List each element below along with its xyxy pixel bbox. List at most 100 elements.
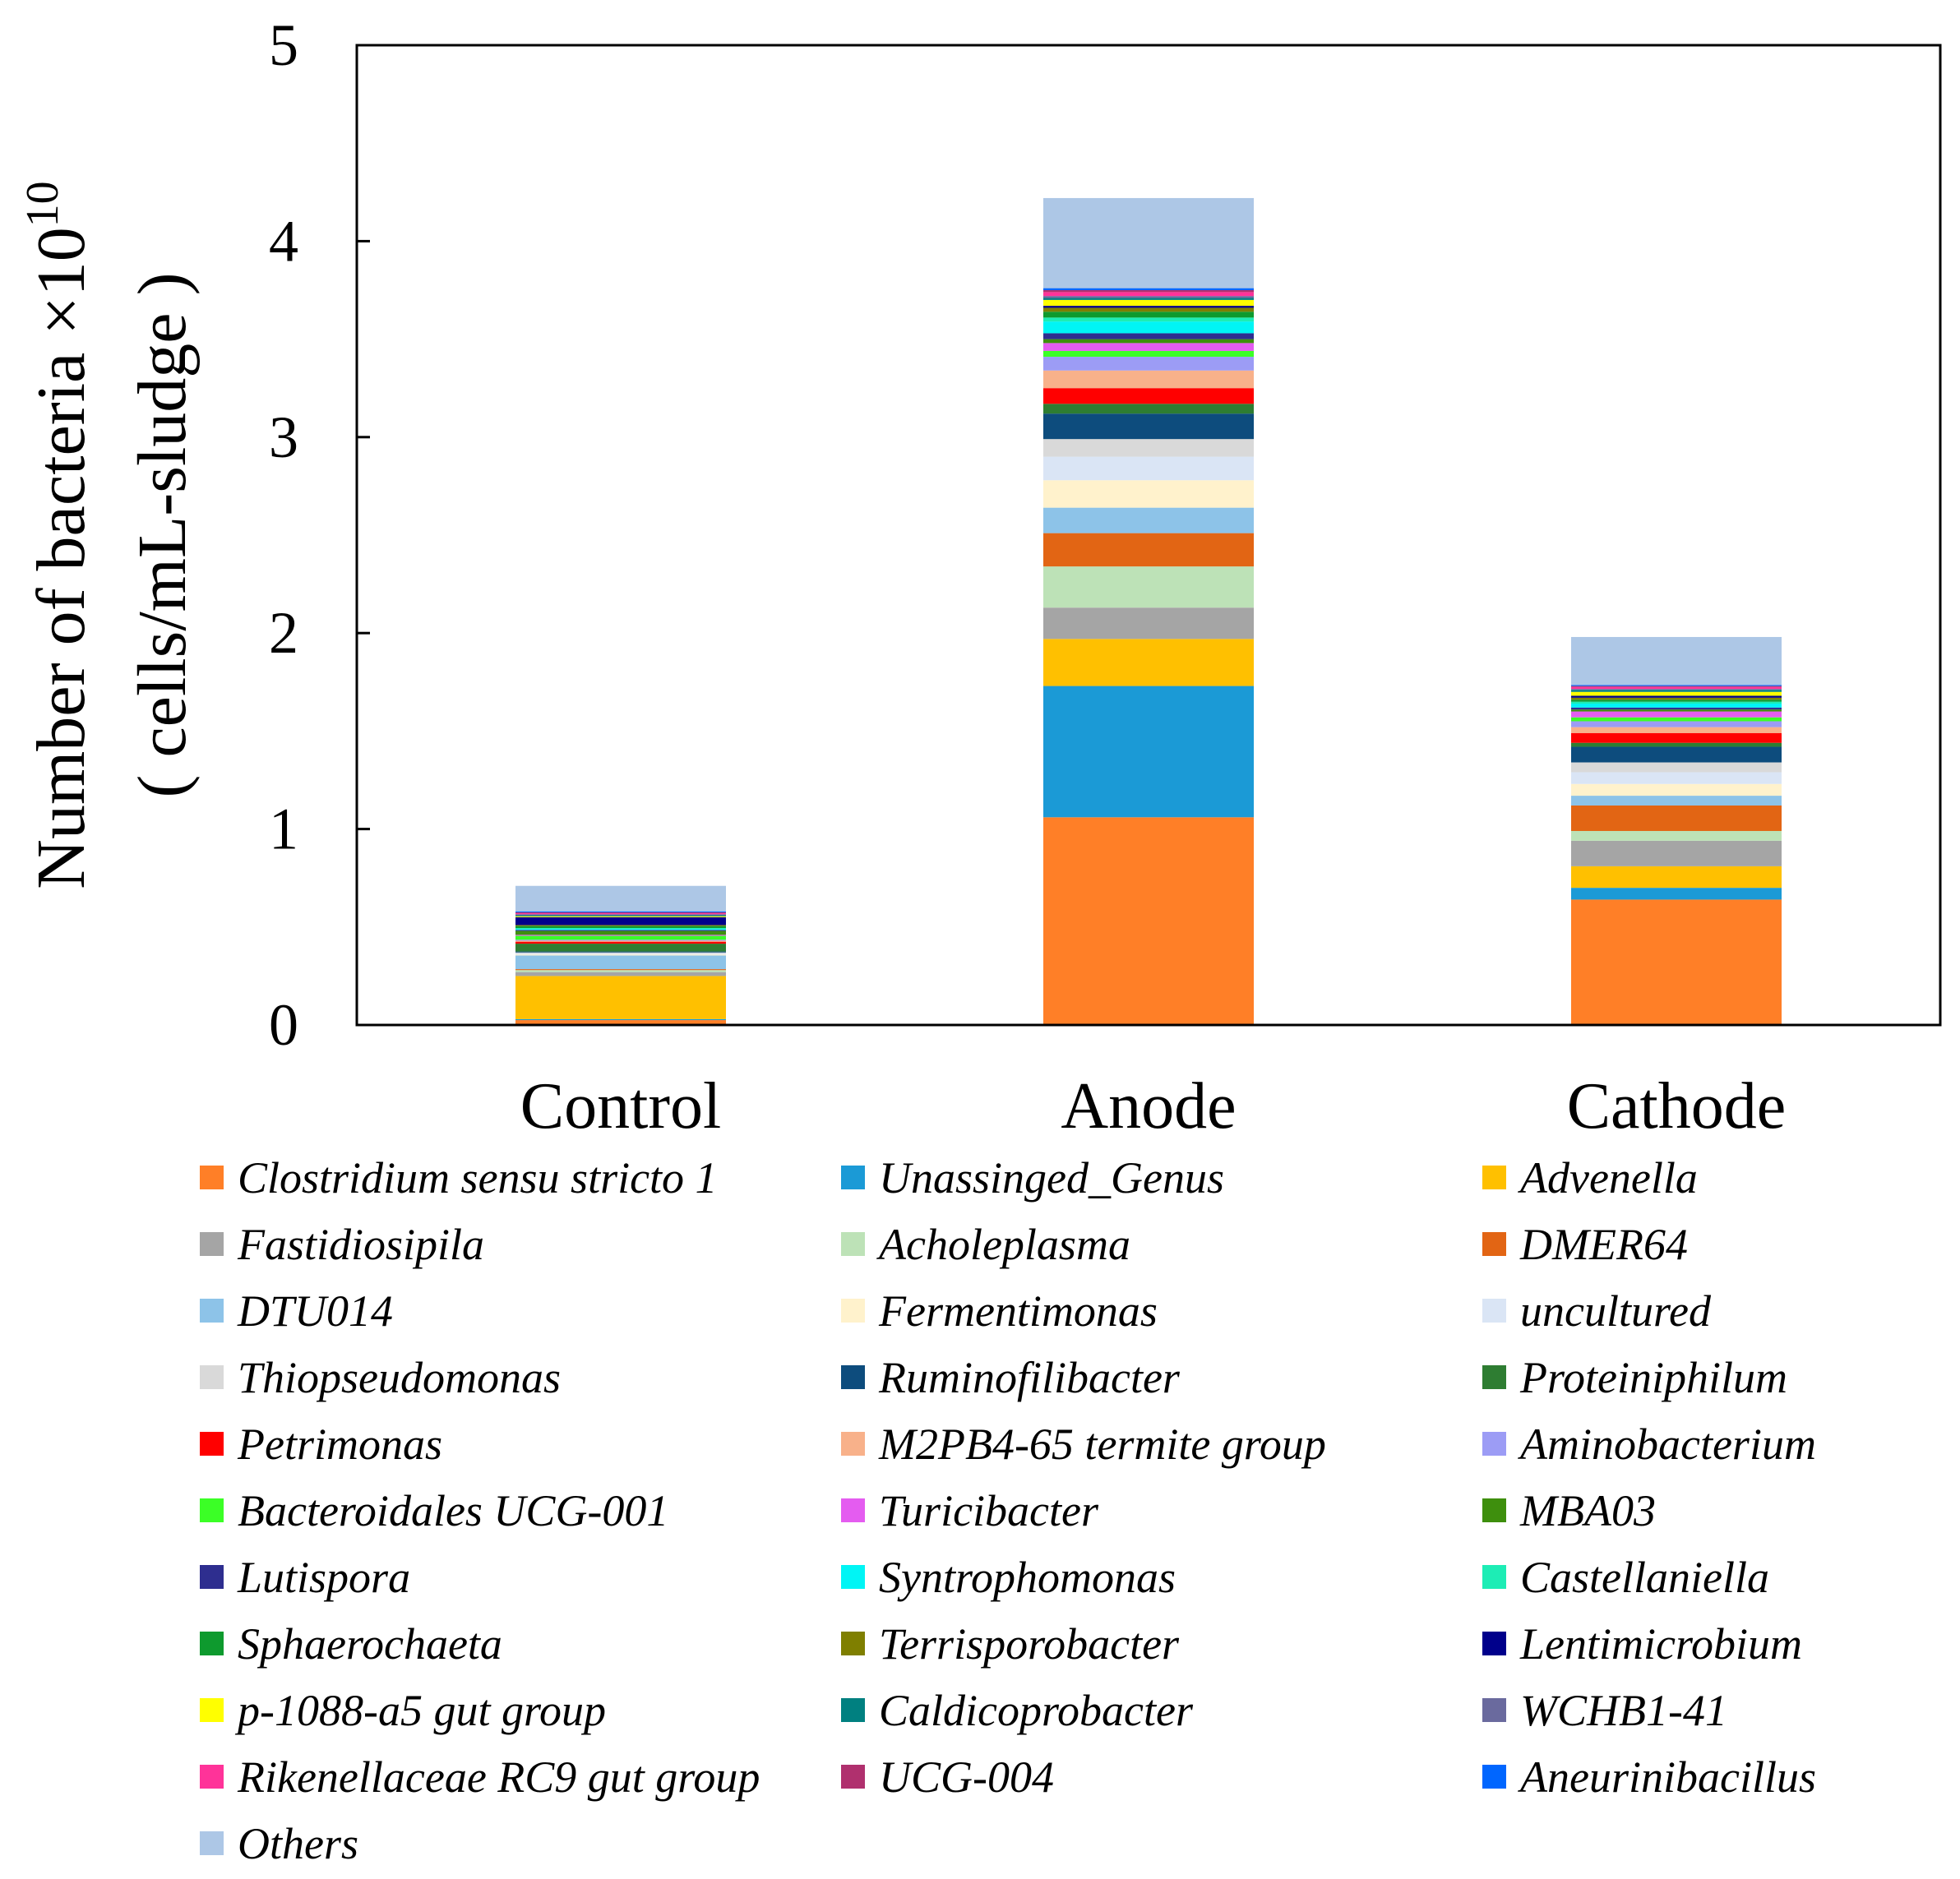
bar-segment-control-clostridium-sensu-stricto-1 (515, 1020, 726, 1025)
bar-segment-anode-lutispora (1043, 333, 1254, 339)
legend-swatch-advenella (1482, 1166, 1506, 1189)
legend-label-aneurinibacillus: Aneurinibacillus (1518, 1752, 1816, 1802)
bar-segment-anode-bacteroidales-ucg-001 (1043, 350, 1254, 358)
bar-segment-anode-fermentimonas (1043, 480, 1254, 508)
legend-item-lutispora: Lutispora (200, 1553, 410, 1602)
legend-swatch-ucg-004 (841, 1765, 865, 1789)
y-tick-label-0: 0 (269, 992, 298, 1058)
legend-item-sphaerochaeta: Sphaerochaeta (200, 1619, 502, 1669)
bar-segment-cathode-m2pb4-65-termite-group (1571, 727, 1782, 733)
bar-segment-cathode-dtu014 (1571, 796, 1782, 806)
bar-segment-cathode-ruminofilibacter (1571, 746, 1782, 763)
legend-item-acholeplasma: Acholeplasma (841, 1220, 1130, 1269)
legend-label-turicibacter: Turicibacter (879, 1486, 1099, 1535)
bar-segment-cathode-castellaniella (1571, 701, 1782, 704)
bar-segment-control-dtu014 (515, 955, 726, 970)
legend-item-terrisporobacter: Terrisporobacter (841, 1619, 1180, 1669)
legend-swatch-lentimicrobium (1482, 1632, 1506, 1655)
legend-swatch-turicibacter (841, 1498, 865, 1522)
bar-segment-cathode-lentimicrobium (1571, 695, 1782, 698)
bar-segment-anode-unassinged-genus (1043, 686, 1254, 818)
legend-item-fastidiosipila: Fastidiosipila (200, 1220, 484, 1269)
bar-segment-control-proteiniphilum (515, 944, 726, 952)
bar-segment-anode-ucg-004 (1043, 290, 1254, 293)
legend-swatch-mba03 (1482, 1498, 1506, 1522)
legend-label-unassinged-genus: Unassinged_Genus (879, 1153, 1224, 1203)
bar-segment-anode-acholeplasma (1043, 566, 1254, 608)
legend-label-ruminofilibacter: Ruminofilibacter (878, 1353, 1181, 1402)
y-axis-title-exponent: 10 (17, 181, 68, 227)
bar-segment-anode-p-1088-a5-gut-group (1043, 299, 1254, 307)
legend-item-others: Others (200, 1819, 358, 1868)
legend-item-lentimicrobium: Lentimicrobium (1482, 1619, 1802, 1669)
bar-segment-anode-terrisporobacter (1043, 307, 1254, 312)
bar-segment-cathode-rikenellaceae-rc9-gut-group (1571, 686, 1782, 690)
legend-label-m2pb4-65-termite-group: M2PB4-65 termite group (878, 1420, 1326, 1469)
bar-segment-cathode-advenella (1571, 866, 1782, 889)
y-axis-title: Number of bacteria ×1010 (17, 181, 99, 889)
bar-segment-anode-mba03 (1043, 339, 1254, 344)
legend-label-dtu014: DTU014 (237, 1286, 393, 1336)
legend-item-unassinged-genus: Unassinged_Genus (841, 1153, 1224, 1203)
bar-segment-control-unassinged-genus (515, 1018, 726, 1021)
bar-segment-cathode-bacteroidales-ucg-001 (1571, 717, 1782, 722)
bar-segment-cathode-dmer64 (1571, 805, 1782, 831)
legend-swatch-p-1088-a5-gut-group (200, 1698, 224, 1722)
bar-segment-cathode-turicibacter (1571, 711, 1782, 718)
legend: Clostridium sensu stricto 1 Unassinged_Ge… (200, 1153, 1816, 1868)
legend-label-lentimicrobium: Lentimicrobium (1519, 1619, 1802, 1669)
legend-label-others: Others (238, 1819, 358, 1868)
legend-swatch-uncultured (1482, 1299, 1506, 1323)
legend-item-caldicoprobacter: Caldicoprobacter (841, 1686, 1194, 1735)
plot-frame (355, 44, 1942, 1027)
bar-segment-cathode-terrisporobacter (1571, 697, 1782, 700)
y-axis-ticks: 0 1 2 3 4 5 (269, 12, 370, 1058)
legend-label-terrisporobacter: Terrisporobacter (879, 1619, 1180, 1669)
y-axis-title-line1: Number of bacteria ×1010 (17, 181, 99, 889)
legend-item-advenella: Advenella (1482, 1153, 1698, 1203)
legend-swatch-others (200, 1831, 224, 1855)
legend-swatch-proteiniphilum (1482, 1365, 1506, 1389)
legend-item-m2pb4-65-termite-group: M2PB4-65 termite group (841, 1420, 1326, 1469)
bar-segment-anode-caldicoprobacter (1043, 298, 1254, 300)
bar-segment-cathode-aneurinibacillus (1571, 685, 1782, 686)
legend-label-uncultured: uncultured (1520, 1286, 1712, 1336)
legend-item-p-1088-a5-gut-group: p-1088-a5 gut group (200, 1686, 606, 1735)
bar-segment-control-castellaniella (515, 927, 726, 930)
legend-swatch-acholeplasma (841, 1232, 865, 1256)
bar-segment-control-m2pb4-65-termite-group (515, 940, 726, 942)
legend-label-castellaniella: Castellaniella (1520, 1553, 1769, 1602)
legend-label-advenella: Advenella (1518, 1153, 1698, 1203)
bar-segment-cathode-sphaerochaeta (1571, 699, 1782, 702)
bar-segment-cathode-fastidiosipila (1571, 840, 1782, 866)
bar-segment-cathode-fermentimonas (1571, 783, 1782, 796)
legend-item-proteiniphilum: Proteiniphilum (1482, 1353, 1787, 1402)
legend-swatch-ruminofilibacter (841, 1365, 865, 1389)
bar-segment-control-mba03 (515, 930, 726, 935)
legend-label-wchb1-41: WCHB1-41 (1520, 1686, 1727, 1735)
bar-segment-cathode-others (1571, 636, 1782, 686)
bar-segment-anode-m2pb4-65-termite-group (1043, 370, 1254, 389)
bar-segment-control-advenella (515, 976, 726, 1019)
bar-segment-control-syntrophomonas (515, 929, 726, 930)
legend-swatch-castellaniella (1482, 1565, 1506, 1589)
bar-segment-anode-turicibacter (1043, 343, 1254, 351)
bars-layer (515, 197, 1782, 1025)
legend-swatch-petrimonas (200, 1432, 224, 1456)
legend-swatch-fermentimonas (841, 1299, 865, 1323)
bar-stack-cathode (1571, 636, 1782, 1025)
legend-item-syntrophomonas: Syntrophomonas (841, 1553, 1176, 1602)
legend-item-aneurinibacillus: Aneurinibacillus (1482, 1752, 1816, 1802)
legend-swatch-dtu014 (200, 1299, 224, 1323)
legend-item-aminobacterium: Aminobacterium (1482, 1420, 1816, 1469)
bar-segment-cathode-mba03 (1571, 709, 1782, 712)
bar-stack-anode (1043, 197, 1254, 1025)
bar-segment-anode-proteiniphilum (1043, 404, 1254, 414)
bar-segment-cathode-uncultured (1571, 772, 1782, 784)
legend-label-sphaerochaeta: Sphaerochaeta (238, 1619, 502, 1669)
bar-segment-cathode-syntrophomonas (1571, 704, 1782, 708)
bar-segment-cathode-p-1088-a5-gut-group (1571, 691, 1782, 696)
y-tick-label-5: 5 (269, 12, 298, 78)
legend-item-fermentimonas: Fermentimonas (841, 1286, 1158, 1336)
bar-segment-anode-wchb1-41 (1043, 296, 1254, 298)
